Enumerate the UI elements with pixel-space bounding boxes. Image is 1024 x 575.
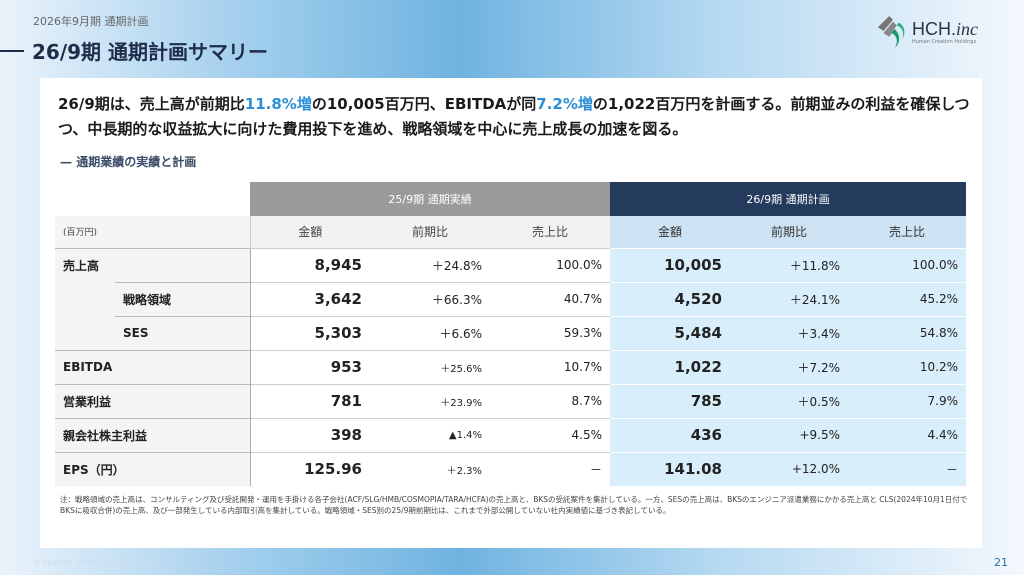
cell-value: 10,005 <box>610 247 730 282</box>
cell-value: 100.0% <box>848 247 966 282</box>
table-row: EPS（円） 125.96 ＋2.3% － 141.08 +12.0% － <box>55 451 966 486</box>
col-header: 売上比 <box>848 216 966 248</box>
cell-value: +12.0% <box>730 451 848 486</box>
cell-value: ＋11.8% <box>730 247 848 282</box>
highlight-sales-growth: 11.8%増 <box>244 95 312 113</box>
lead-text: 26/9期は、売上高が前期比11.8%増の10,005百万円、EBITDAが同7… <box>58 95 970 138</box>
page-subtitle: 2026年9月期 通期計画 <box>33 15 149 28</box>
cell-value: ＋6.6% <box>370 315 490 350</box>
logo-mark-icon <box>877 15 905 49</box>
cell-value: ＋0.5% <box>730 383 848 418</box>
row-label: EPS（円） <box>55 451 250 486</box>
cell-value: 1,022 <box>610 349 730 384</box>
row-label: 営業利益 <box>55 383 250 418</box>
table-row: 戦略領域 3,642 ＋66.3% 40.7% 4,520 ＋24.1% 45.2% <box>55 281 966 316</box>
cell-value: ＋24.1% <box>730 281 848 316</box>
cell-value: 10.7% <box>490 349 610 384</box>
row-label: 親会社株主利益 <box>55 417 250 452</box>
cell-value: 4.5% <box>490 417 610 452</box>
col-header: 金額 <box>610 216 730 248</box>
cell-value: 8,945 <box>249 247 370 282</box>
title-dash <box>0 49 24 52</box>
cell-value: 953 <box>249 349 370 384</box>
row-label: EBITDA <box>55 349 250 384</box>
copyright: © Human Creation Holdings Inc. <box>33 558 163 567</box>
table-row: 営業利益 781 ＋23.9% 8.7% 785 ＋0.5% 7.9% <box>55 383 966 418</box>
cell-value: 5,484 <box>610 315 730 350</box>
cell-value: 4,520 <box>610 281 730 316</box>
cell-value: 40.7% <box>490 281 610 316</box>
logo-subtext: Human Creation Holdings <box>912 38 977 45</box>
cell-value: ＋7.2% <box>730 349 848 384</box>
cell-value: ＋25.6% <box>370 349 490 384</box>
cell-value: 8.7% <box>490 383 610 418</box>
cell-value: ＋23.9% <box>370 383 490 418</box>
table-row: EBITDA 953 ＋25.6% 10.7% 1,022 ＋7.2% 10.2% <box>55 349 966 384</box>
cell-value: 100.0% <box>490 247 610 282</box>
cell-value: 10.2% <box>848 349 966 384</box>
cell-value: ＋66.3% <box>370 281 490 316</box>
table-row: 親会社株主利益 398 ▲1.4% 4.5% 436 +9.5% 4.4% <box>55 417 966 452</box>
col-header: 金額 <box>249 216 370 248</box>
cell-value: 781 <box>249 383 370 418</box>
row-label: 売上高 <box>55 247 250 282</box>
col-header: 売上比 <box>490 216 610 248</box>
section-title: — 通期業績の実績と計画 <box>60 155 197 169</box>
table-row: 売上高 8,945 ＋24.8% 100.0% 10,005 ＋11.8% 100.0% <box>55 247 966 282</box>
group-header-plan: 26/9期 通期計画 <box>610 182 966 216</box>
cell-value: ＋24.8% <box>370 247 490 282</box>
logo-text: HCH. <box>912 18 956 39</box>
page-number: 21 <box>994 556 1008 569</box>
cell-value: 54.8% <box>848 315 966 350</box>
row-label: SES <box>115 315 250 350</box>
table-row: SES 5,303 ＋6.6% 59.3% 5,484 ＋3.4% 54.8% <box>55 315 966 350</box>
cell-value: +9.5% <box>730 417 848 452</box>
highlight-ebitda-growth: 7.2%増 <box>536 95 593 113</box>
col-header: 前期比 <box>370 216 490 248</box>
row-label: 戦略領域 <box>115 281 250 316</box>
cell-value: 59.3% <box>490 315 610 350</box>
cell-value: － <box>490 451 610 486</box>
cell-value: 4.4% <box>848 417 966 452</box>
cell-value: 45.2% <box>848 281 966 316</box>
company-logo: HCH.inc Human Creation Holdings <box>876 14 978 50</box>
page-title-text: 26/9期 通期計画サマリー <box>32 40 269 64</box>
cell-value: 5,303 <box>249 315 370 350</box>
cell-value: 785 <box>610 383 730 418</box>
cell-value: 398 <box>249 417 370 452</box>
cell-value: ＋3.4% <box>730 315 848 350</box>
cell-value: 7.9% <box>848 383 966 418</box>
group-header-actual: 25/9期 通期実績 <box>250 182 610 216</box>
cell-value: 3,642 <box>249 281 370 316</box>
footnote: 注：戦略領域の売上高は、コンサルティング及び受託開発・運用を手掛ける各子会社(A… <box>60 495 968 515</box>
content-flow: 26/9期は、売上高が前期比11.8%増の10,005百万円、EBITDAが同7… <box>55 92 975 516</box>
results-table: 25/9期 通期実績 26/9期 通期計画 (百万円) 金額 前期比 売上比 金… <box>55 182 966 486</box>
page-title: 26/9期 通期計画サマリー <box>0 36 268 65</box>
cell-value: － <box>848 451 966 486</box>
col-header: 前期比 <box>730 216 848 248</box>
cell-value: 141.08 <box>610 451 730 486</box>
logo-text-block: HCH.inc Human Creation Holdings <box>912 19 978 46</box>
cell-value: ＋2.3% <box>370 451 490 486</box>
logo-suffix: inc <box>956 18 978 39</box>
cell-value: 125.96 <box>249 451 370 486</box>
unit-label: (百万円) <box>55 216 250 248</box>
cell-value: ▲1.4% <box>370 417 490 452</box>
cell-value: 436 <box>610 417 730 452</box>
